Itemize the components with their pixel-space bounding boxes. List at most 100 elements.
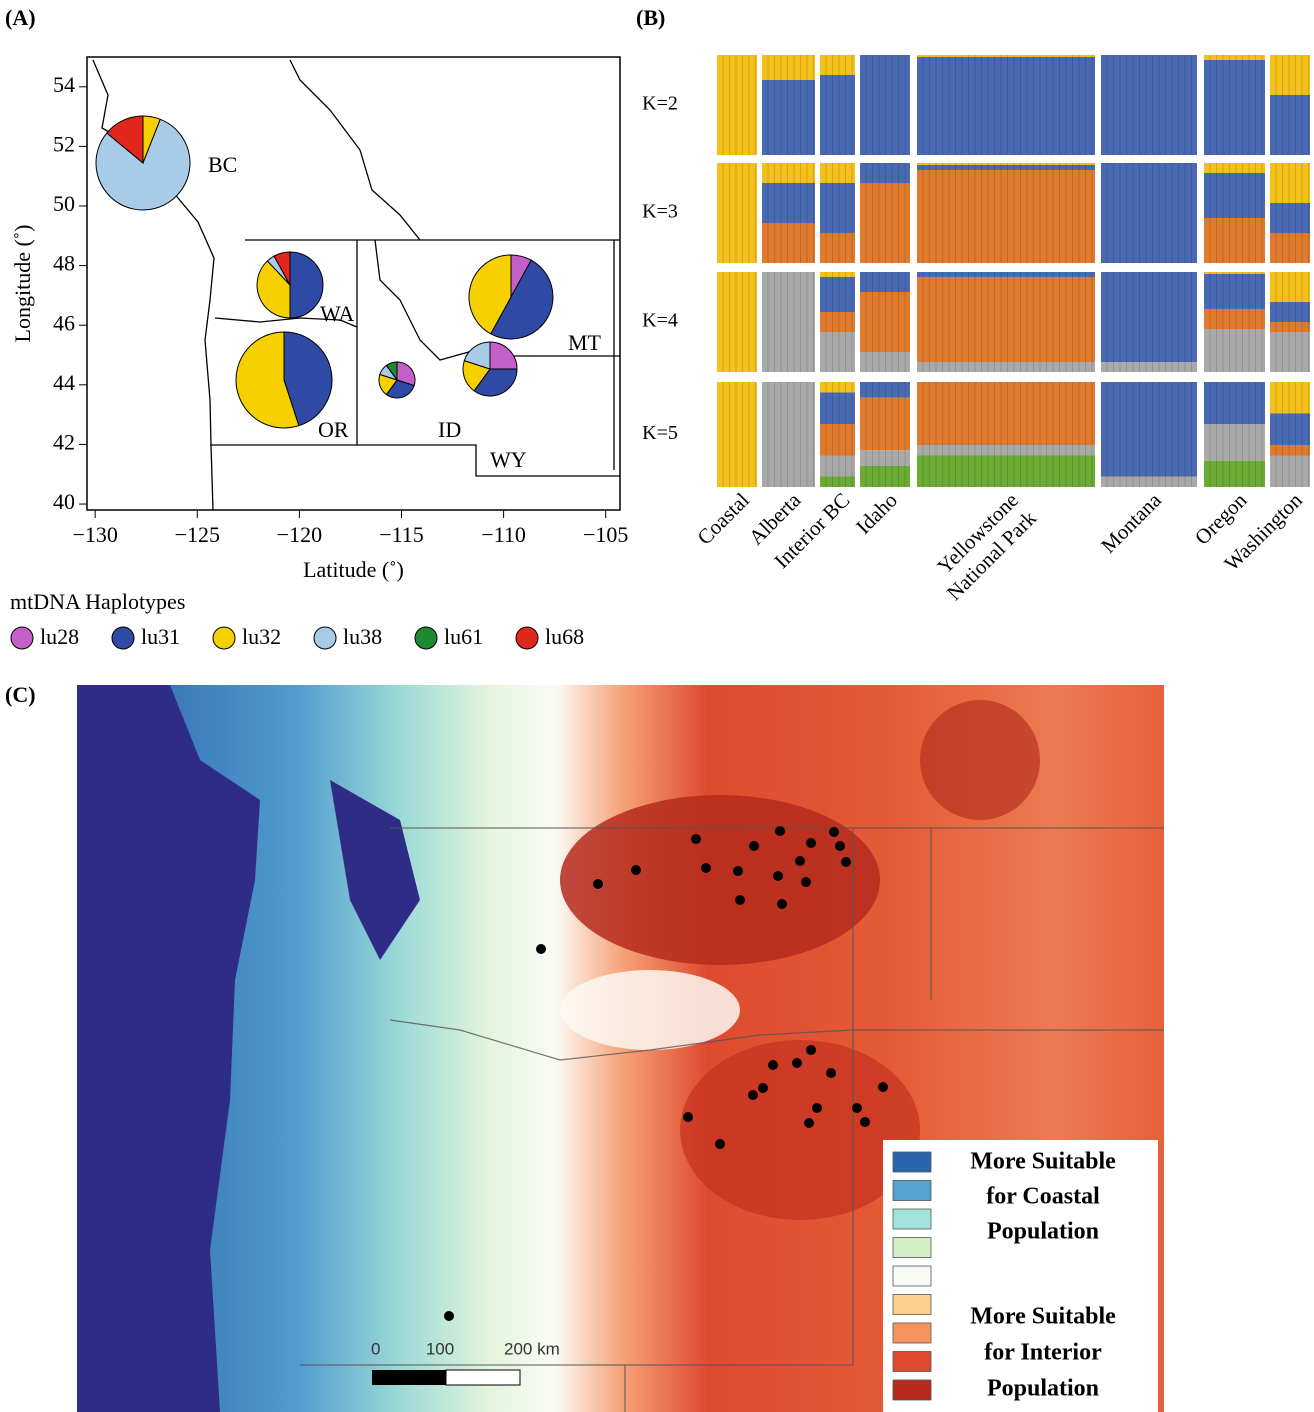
- ancestry-segment: [820, 55, 855, 75]
- ancestry-segment: [820, 477, 855, 488]
- ancestry-segment: [917, 277, 1095, 362]
- ancestry-segment: [860, 466, 910, 487]
- sample-site: [683, 1112, 693, 1122]
- legend-swatch: [893, 1181, 931, 1201]
- y-tick-label: 40: [53, 489, 75, 514]
- sample-site: [773, 871, 783, 881]
- legend-swatch: [893, 1266, 931, 1286]
- sample-site: [701, 863, 711, 873]
- sample-site: [829, 827, 839, 837]
- ancestry-segment: [860, 450, 910, 466]
- legend-text: Population: [987, 1376, 1099, 1402]
- legend-swatch: [213, 627, 235, 649]
- panel-label: (C): [5, 682, 36, 707]
- ancestry-segment: [820, 272, 855, 277]
- legend-label: lu31: [141, 624, 180, 649]
- sample-site: [536, 944, 546, 954]
- ancestry-segment: [917, 165, 1095, 170]
- legend-text: for Coastal: [986, 1184, 1100, 1210]
- figure: (A)−130−125−120−115−110−1054042444648505…: [0, 0, 1314, 1412]
- population-label: Montana: [1096, 487, 1166, 557]
- legend-swatch: [893, 1238, 931, 1258]
- population-label: Idaho: [851, 488, 902, 539]
- pie-slice: [490, 342, 517, 369]
- sample-site: [444, 1311, 454, 1321]
- sample-site: [804, 1118, 814, 1128]
- panel-label: (B): [636, 5, 665, 30]
- x-tick-label: −105: [583, 522, 628, 547]
- y-axis-label: Longitude (˚): [10, 225, 35, 343]
- k-label: K=2: [642, 93, 678, 115]
- ancestry-segment: [1101, 55, 1197, 155]
- ancestry-segment: [860, 352, 910, 372]
- sample-site: [812, 1103, 822, 1113]
- legend-swatch: [893, 1352, 931, 1372]
- ancestry-segment: [1101, 163, 1197, 263]
- ancestry-segment: [917, 163, 1095, 165]
- legend-swatch: [415, 627, 437, 649]
- ancestry-segment: [917, 170, 1095, 263]
- ancestry-segment: [917, 445, 1095, 456]
- y-tick-label: 46: [53, 310, 75, 335]
- sample-site: [715, 1139, 725, 1149]
- sample-site: [801, 877, 811, 887]
- ancestry-segment: [820, 312, 855, 332]
- legend-swatch: [516, 627, 538, 649]
- ancestry-segment: [860, 55, 910, 155]
- sample-site: [841, 857, 851, 867]
- legend-label: lu61: [444, 624, 483, 649]
- legend-swatch: [893, 1380, 931, 1400]
- legend-text: for Interior: [984, 1340, 1102, 1366]
- sample-site: [826, 1068, 836, 1078]
- ancestry-segment: [917, 57, 1095, 155]
- y-tick-label: 48: [53, 251, 75, 276]
- legend-swatch: [11, 627, 33, 649]
- region-label: WY: [490, 447, 527, 472]
- legend-swatch: [893, 1295, 931, 1315]
- legend-label: lu38: [343, 624, 382, 649]
- sample-site: [733, 866, 743, 876]
- sample-site: [860, 1117, 870, 1127]
- y-tick-label: 44: [53, 370, 75, 395]
- ancestry-segment: [1101, 477, 1197, 488]
- legend-title: mtDNA Haplotypes: [10, 589, 185, 614]
- sample-site: [792, 1058, 802, 1068]
- region-label: ID: [438, 417, 461, 442]
- ancestry-segment: [820, 424, 855, 456]
- page: {"chart_data": [ {"type": "pie-map", "pa…: [0, 0, 1314, 1412]
- sample-site: [691, 834, 701, 844]
- k-label: K=3: [642, 201, 678, 223]
- sample-site: [748, 1090, 758, 1100]
- scale-bar: [446, 1370, 520, 1385]
- ancestry-segment: [917, 362, 1095, 372]
- legend-swatch: [893, 1323, 931, 1343]
- legend-text: More Suitable: [970, 1149, 1116, 1175]
- scale-label: 100: [426, 1339, 454, 1358]
- ancestry-segment: [860, 398, 910, 451]
- ancestry-segment: [1101, 272, 1197, 362]
- ancestry-segment: [820, 277, 855, 312]
- y-tick-label: 52: [53, 131, 75, 156]
- region-label: MT: [568, 330, 602, 355]
- region-label: BC: [208, 152, 237, 177]
- legend-swatch: [112, 627, 134, 649]
- ancestry-segment: [1101, 382, 1197, 477]
- legend-swatch: [314, 627, 336, 649]
- ancestry-segment: [820, 183, 855, 233]
- ancestry-segment: [860, 382, 910, 398]
- region-label: OR: [318, 417, 349, 442]
- legend-swatch: [893, 1152, 931, 1172]
- ancestry-segment: [917, 55, 1095, 57]
- sample-site: [631, 865, 641, 875]
- panel-label: (A): [5, 5, 36, 30]
- ancestry-segment: [820, 382, 855, 393]
- ancestry-segment: [820, 332, 855, 372]
- region-label: WA: [320, 301, 354, 326]
- sample-site: [775, 826, 785, 836]
- x-tick-label: −110: [481, 522, 526, 547]
- ancestry-segment: [860, 272, 910, 292]
- legend-label: lu68: [545, 624, 584, 649]
- ancestry-segment: [820, 233, 855, 263]
- sample-site: [768, 1060, 778, 1070]
- x-tick-label: −125: [175, 522, 220, 547]
